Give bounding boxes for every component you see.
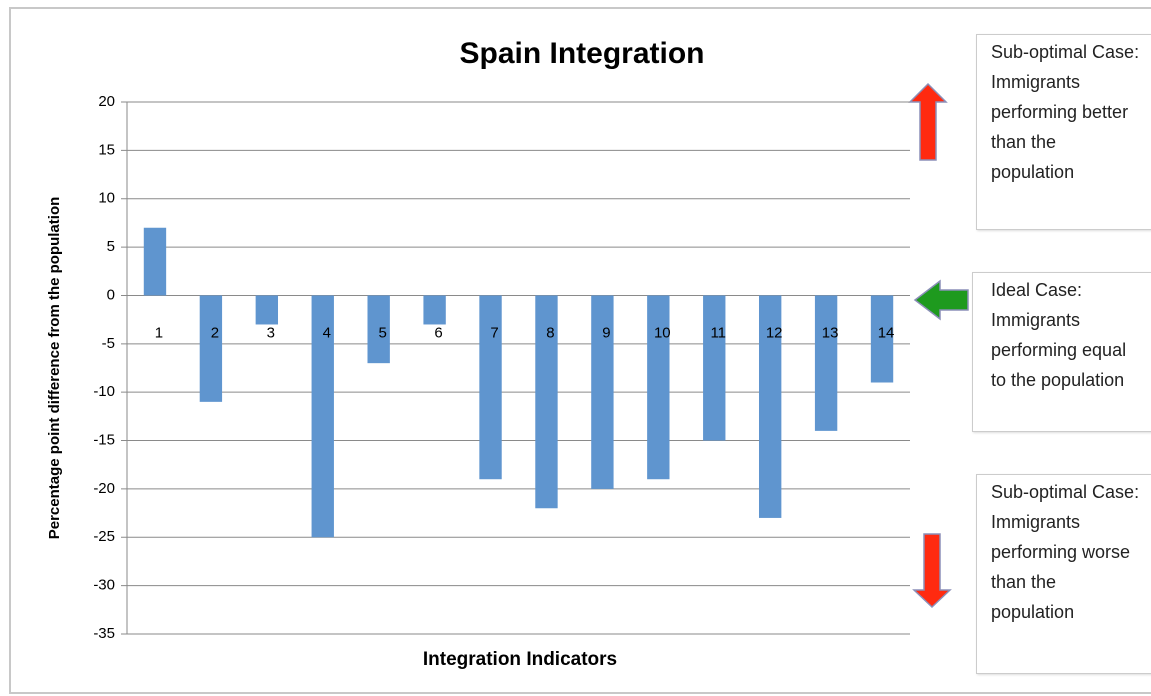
y-tick-label: 5 [107, 238, 115, 255]
x-axis-label: Integration Indicators [423, 649, 617, 670]
y-tick-label: -35 [93, 625, 115, 642]
x-tick-label: 6 [434, 324, 442, 341]
bar [367, 295, 390, 364]
y-tick-label: -30 [93, 577, 115, 594]
up-arrow [908, 82, 948, 161]
y-tick-label: 0 [107, 286, 115, 303]
bar [535, 295, 558, 509]
bar [703, 295, 726, 441]
down-arrow [912, 533, 952, 609]
bar [758, 295, 782, 518]
bar [423, 295, 446, 325]
bar [199, 295, 223, 402]
x-tick-label: 9 [602, 324, 610, 341]
bar [647, 295, 670, 480]
x-tick-label: 8 [546, 324, 554, 341]
x-tick-label: 10 [654, 324, 671, 341]
bar [870, 295, 894, 383]
y-tick-label: 10 [98, 190, 115, 207]
y-tick-label: 15 [98, 141, 115, 158]
annotation: Ideal Case: Immigrants performing equal … [972, 272, 1151, 432]
chart-title: Spain Integration [459, 37, 704, 70]
x-tick-label: 14 [878, 324, 895, 341]
x-tick-label: 1 [155, 324, 163, 341]
y-axis-label: Percentage point difference from the pop… [46, 197, 63, 540]
y-tick-label: -20 [93, 480, 115, 497]
x-tick-label: 13 [822, 324, 839, 341]
bar [479, 295, 502, 480]
left-arrow [913, 279, 969, 321]
bar [255, 295, 279, 325]
y-tick-label: -5 [102, 335, 115, 352]
y-tick-label: -15 [93, 432, 115, 449]
bar [311, 295, 334, 538]
y-tick-label: 20 [98, 93, 115, 110]
bar [143, 227, 167, 296]
annotation: Sub-optimal Case: Immigrants performing … [976, 474, 1151, 674]
y-tick-label: -10 [93, 383, 115, 400]
y-tick-label: -25 [93, 528, 115, 545]
annotation: Sub-optimal Case: Immigrants performing … [976, 34, 1151, 230]
x-tick-label: 3 [267, 324, 275, 341]
x-tick-label: 11 [710, 324, 726, 341]
bar [591, 295, 614, 489]
bar [814, 295, 838, 431]
x-tick-label: 5 [379, 324, 387, 341]
x-tick-label: 12 [766, 324, 783, 341]
x-tick-label: 2 [211, 324, 219, 341]
x-tick-label: 4 [323, 324, 331, 341]
x-tick-label: 7 [490, 324, 498, 341]
